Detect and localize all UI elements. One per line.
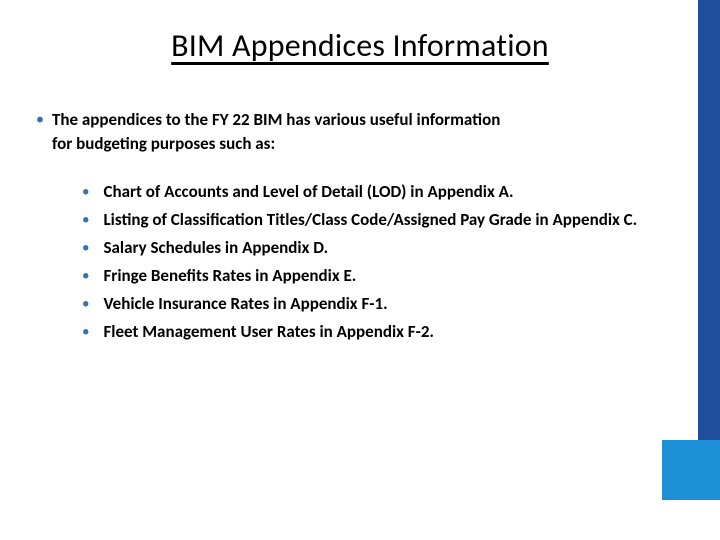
bullet-icon: • xyxy=(82,208,89,232)
intro-line-2: for budgeting purposes such as: xyxy=(52,132,500,156)
intro-text-wrap: The appendices to the FY 22 BIM has vari… xyxy=(52,108,500,156)
list-item: • Listing of Classification Titles/Class… xyxy=(82,208,682,232)
list-item: • Vehicle Insurance Rates in Appendix F-… xyxy=(82,292,682,316)
appendix-list: • Chart of Accounts and Level of Detail … xyxy=(82,180,682,348)
bullet-icon: • xyxy=(82,292,89,316)
slide: BIM Appendices Information • The appendi… xyxy=(0,0,720,540)
list-item: • Fleet Management User Rates in Appendi… xyxy=(82,320,682,344)
accent-dark-stripe xyxy=(698,0,720,440)
bullet-icon: • xyxy=(82,264,89,288)
intro-block: • The appendices to the FY 22 BIM has va… xyxy=(36,108,676,156)
list-item-text: Fringe Benefits Rates in Appendix E. xyxy=(103,264,356,288)
accent-light-block xyxy=(662,440,720,500)
accent-bar xyxy=(698,0,720,540)
bullet-icon: • xyxy=(36,108,44,132)
intro-bullet-row: • The appendices to the FY 22 BIM has va… xyxy=(36,108,676,156)
list-item-text: Fleet Management User Rates in Appendix … xyxy=(103,320,434,344)
bullet-icon: • xyxy=(82,180,89,204)
list-item: • Fringe Benefits Rates in Appendix E. xyxy=(82,264,682,288)
list-item-text: Chart of Accounts and Level of Detail (L… xyxy=(103,180,513,204)
bullet-icon: • xyxy=(82,236,89,260)
list-item: • Salary Schedules in Appendix D. xyxy=(82,236,682,260)
intro-line-1: The appendices to the FY 22 BIM has vari… xyxy=(52,108,500,132)
list-item: • Chart of Accounts and Level of Detail … xyxy=(82,180,682,204)
bullet-icon: • xyxy=(82,320,89,344)
list-item-text: Vehicle Insurance Rates in Appendix F-1. xyxy=(103,292,387,316)
list-item-text: Salary Schedules in Appendix D. xyxy=(103,236,328,260)
slide-title: BIM Appendices Information xyxy=(0,26,720,65)
list-item-text: Listing of Classification Titles/Class C… xyxy=(103,208,637,232)
